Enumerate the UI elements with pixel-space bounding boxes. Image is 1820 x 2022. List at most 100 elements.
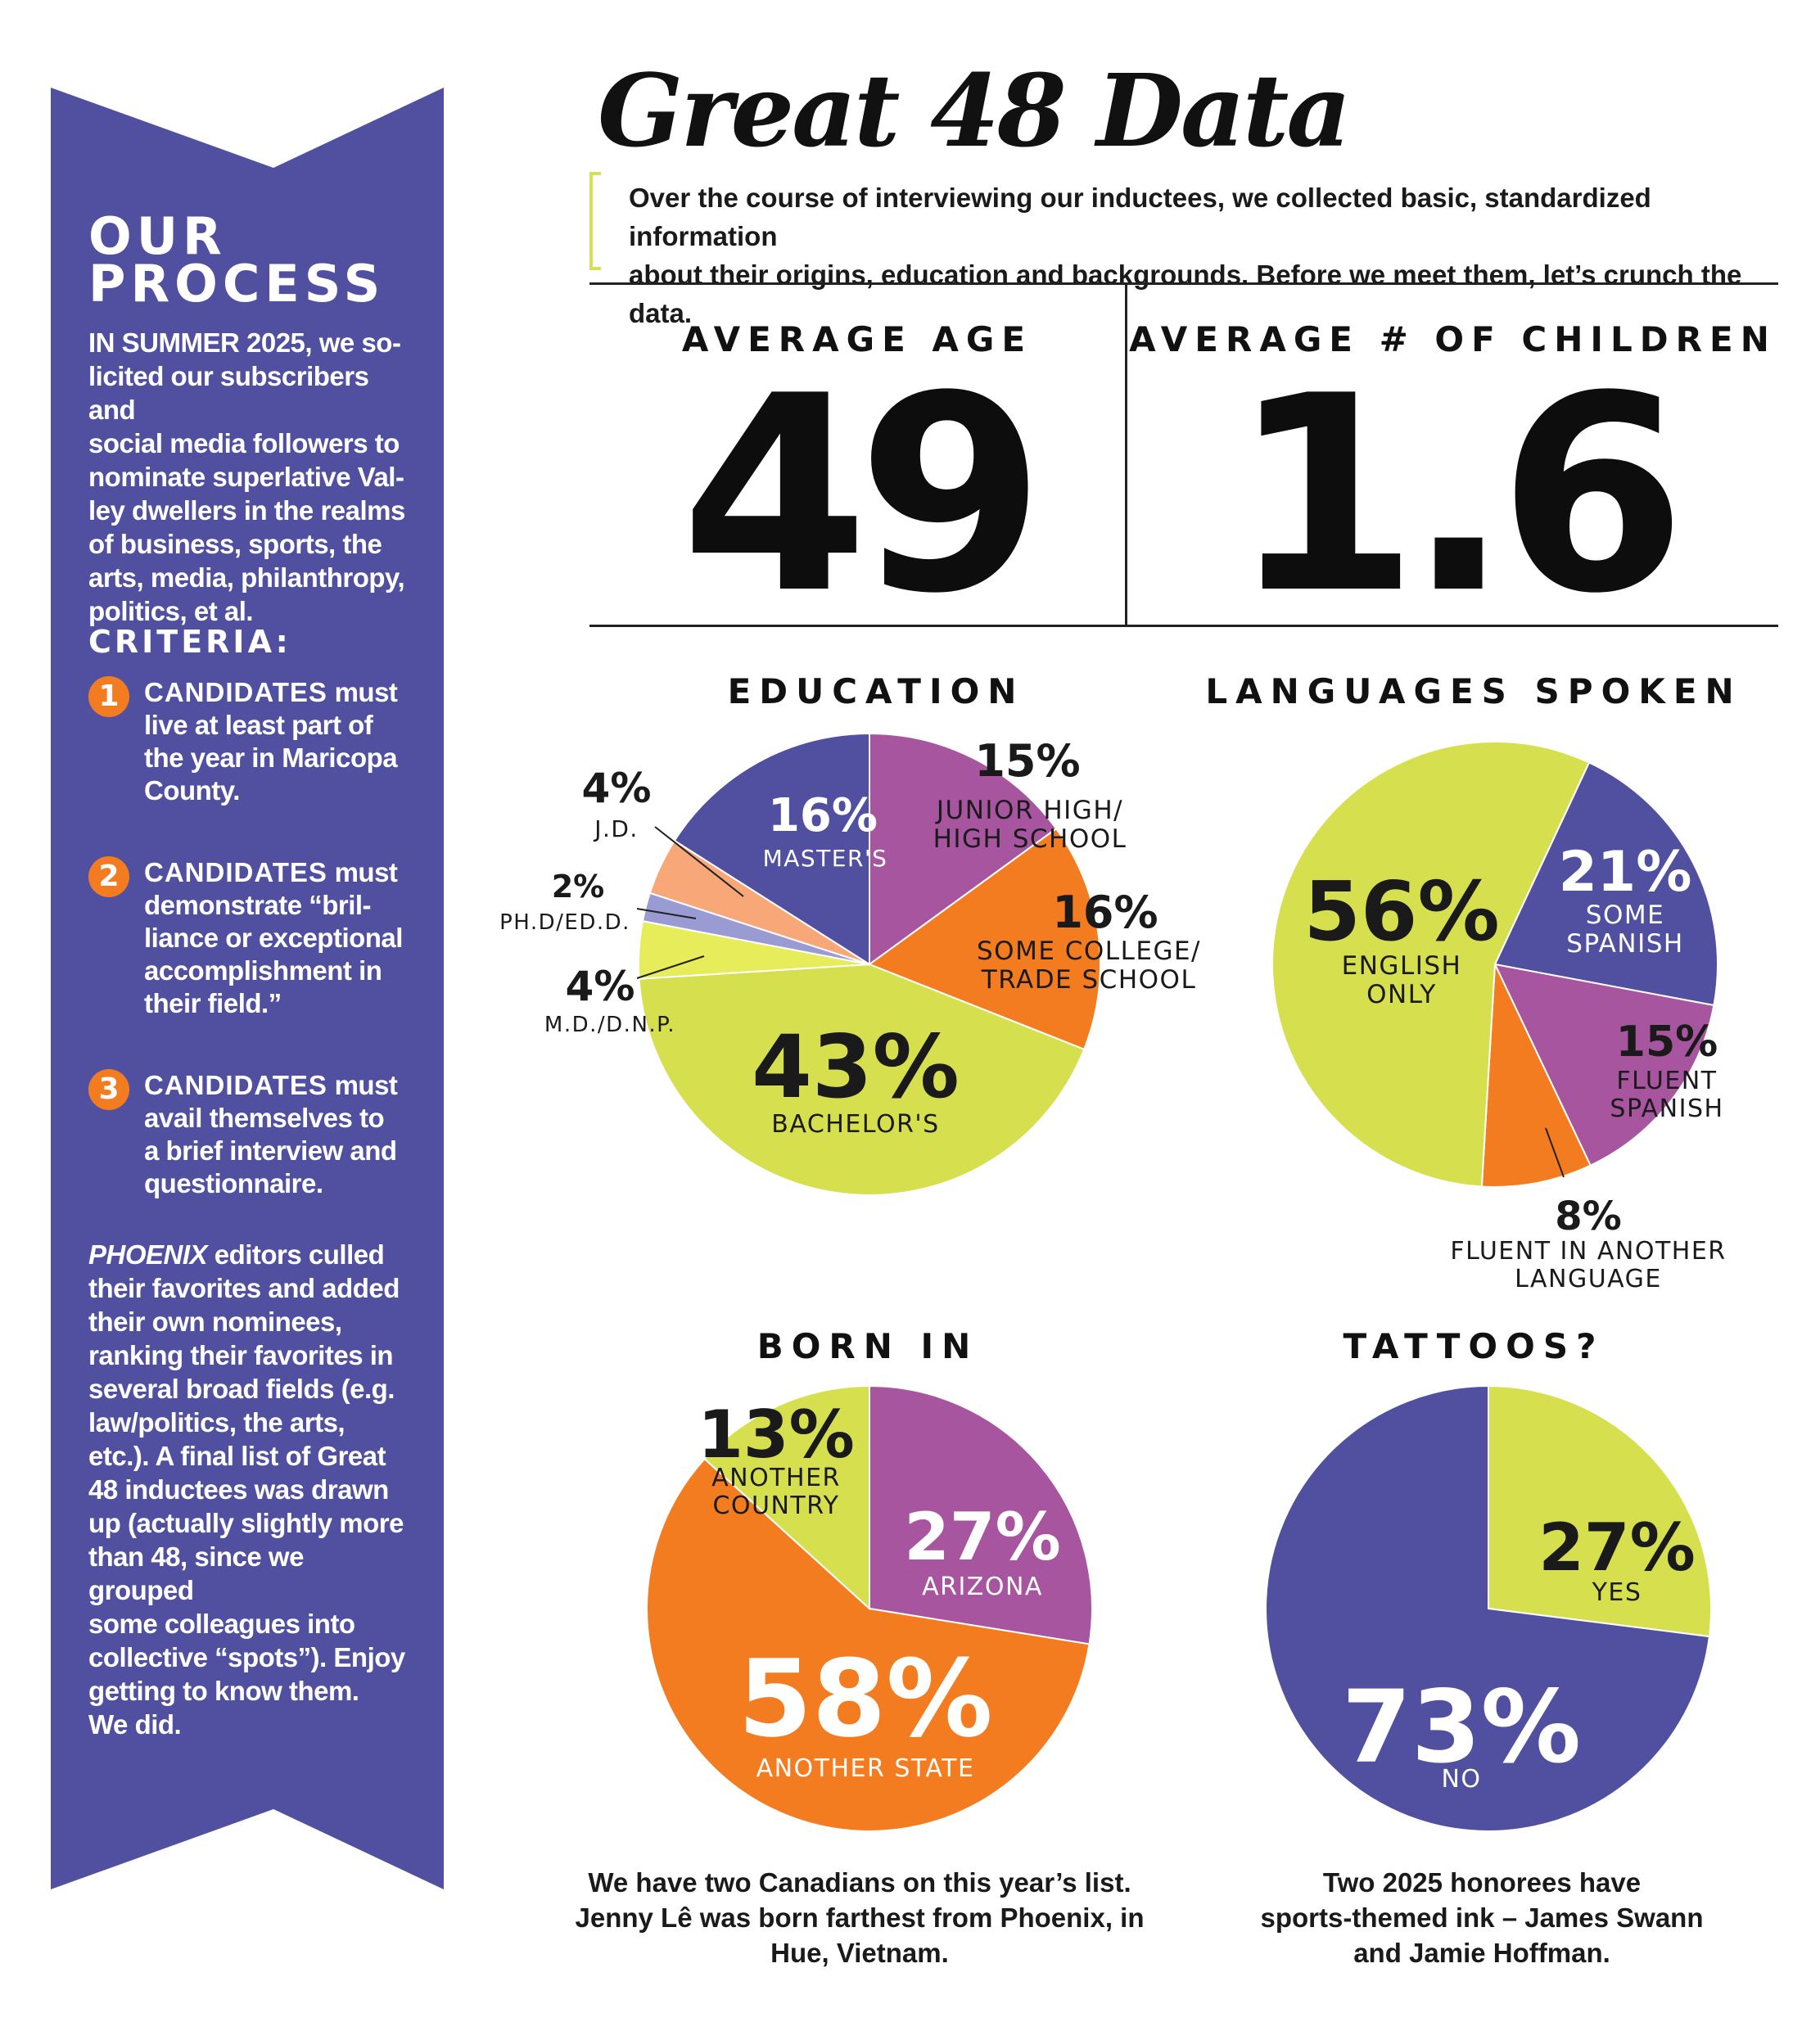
- caption-line: sports-themed ink – James Swann: [1260, 1902, 1704, 1933]
- slice-category-label: JUNIOR HIGH/: [935, 796, 1123, 825]
- closing-line: etc.). A final list of Great: [88, 1441, 386, 1471]
- slice-category-label: ANOTHER STATE: [756, 1754, 975, 1783]
- slice-category-label: ARIZONA: [922, 1573, 1043, 1601]
- education-slice: [673, 732, 870, 966]
- born-in-slice: [869, 1384, 1093, 1645]
- process-intro-line: licited our subscribers and: [88, 361, 369, 425]
- slice-category-label: SPANISH: [1566, 929, 1683, 959]
- slice-category-label: LANGUAGE: [1515, 1265, 1662, 1293]
- slice-percent-label: 2%: [552, 869, 605, 905]
- process-closing: PHOENIX editors culled their favorites a…: [88, 1238, 416, 1741]
- criterion-line: demonstrate “bril-: [144, 890, 372, 920]
- born-in-pie: 27%ARIZONA 58%ANOTHER STATE 13%ANOTHERCOUN…: [646, 1384, 1093, 1832]
- slice-percent-label: 27%: [904, 1499, 1060, 1575]
- criterion-line: County.: [144, 775, 240, 806]
- average-age-value: 49: [680, 338, 1045, 652]
- tattoos-slice: [1265, 1384, 1710, 1832]
- divider-stats: [1125, 282, 1127, 626]
- process-intro-line: nominate superlative Val-: [88, 462, 404, 492]
- slice-percent-label: 13%: [698, 1397, 854, 1473]
- slice-category-label: ONLY: [1366, 980, 1437, 1009]
- leader-line: [654, 826, 744, 897]
- criterion-line: must: [334, 1070, 398, 1100]
- slice-percent-label: 73%: [1342, 1669, 1581, 1785]
- slice-percent-label: 15%: [1616, 1018, 1718, 1067]
- born-in-chart-title: BORN IN: [756, 1326, 979, 1366]
- education-chart-title: EDUCATION: [727, 671, 1025, 711]
- closing-line: law/politics, the arts,: [88, 1407, 345, 1438]
- process-intro: IN SUMMER 2025, we so- licited our subsc…: [88, 326, 416, 628]
- closing-line: We did.: [88, 1709, 182, 1740]
- closing-line: several broad fields (e.g.: [88, 1374, 395, 1404]
- process-intro-line: ley dwellers in the realms: [88, 495, 405, 526]
- criterion-number-badge: 1: [88, 676, 129, 717]
- slice-category-label: ANOTHER: [711, 1464, 841, 1492]
- languages-slice: [1493, 963, 1715, 1167]
- process-heading: OUR PROCESS: [88, 206, 416, 309]
- education-slice: [869, 732, 1058, 966]
- slice-category-label: COUNTRY: [712, 1492, 839, 1520]
- closing-line: getting to know them.: [88, 1676, 359, 1706]
- caption-line: Two 2025 honorees have: [1322, 1867, 1642, 1898]
- criterion-line: a brief interview and: [144, 1135, 397, 1166]
- born-in-slice: [646, 1457, 1091, 1832]
- criterion-line: the year in Maricopa: [144, 742, 398, 773]
- process-intro-line: we so-: [318, 327, 401, 358]
- page-title: Great 48 Data: [598, 52, 1351, 169]
- criterion-text: CANDIDATES must live at least part of th…: [144, 676, 422, 807]
- caption-line: and Jamie Hoffman.: [1353, 1938, 1610, 1968]
- criterion-lead: CANDIDATES: [144, 677, 327, 707]
- criteria-heading: CRITERIA:: [88, 624, 291, 660]
- languages-chart-title: LANGUAGES SPOKEN: [1205, 671, 1742, 711]
- leader-line: [636, 908, 697, 919]
- closing-line: 48 inductees was drawn: [88, 1474, 389, 1505]
- ribbon-banner: [51, 88, 444, 1889]
- slice-percent-label: 16%: [1052, 887, 1158, 938]
- born-in-slice: [703, 1384, 870, 1611]
- education-slice: [638, 963, 1086, 1196]
- leader-line: [1545, 1127, 1565, 1178]
- criterion-line: liance or exceptional: [144, 923, 403, 953]
- criterion-line: their field.”: [144, 988, 282, 1018]
- closing-line: editors culled: [214, 1239, 385, 1270]
- tattoos-chart-title: TATTOOS?: [1343, 1326, 1605, 1366]
- criterion-lead: CANDIDATES: [144, 1070, 327, 1100]
- criterion-line: accomplishment in: [144, 955, 382, 986]
- criterion-number-badge: 3: [88, 1069, 129, 1110]
- closing-line: their own nominees,: [88, 1307, 342, 1337]
- process-intro-line: arts, media, philanthropy,: [88, 562, 405, 593]
- born-in-caption: We have two Canadians on this year’s lis…: [573, 1865, 1146, 1970]
- slice-category-label: MASTER'S: [763, 845, 888, 872]
- education-slice: [867, 827, 1101, 1051]
- average-children-label: AVERAGE # OF CHILDREN: [1129, 319, 1777, 359]
- ribbon-shape: [51, 88, 444, 1889]
- slice-category-label: HIGH SCHOOL: [933, 824, 1127, 854]
- closing-line: some colleagues into: [88, 1609, 355, 1639]
- intro-line: Over the course of interviewing our indu…: [629, 183, 1651, 251]
- caption-line: Hue, Vietnam.: [770, 1938, 949, 1968]
- slice-category-label: NO: [1441, 1765, 1481, 1794]
- leader-line: [636, 955, 705, 979]
- criterion-line: must: [334, 857, 398, 887]
- process-heading-line1: OUR: [88, 206, 227, 266]
- slice-percent-label: 15%: [974, 735, 1080, 787]
- slice-percent-label: 8%: [1555, 1194, 1622, 1239]
- closing-line: ranking their favorites in: [88, 1340, 394, 1370]
- slice-percent-label: 4%: [582, 765, 652, 812]
- closing-line: up (actually slightly more: [88, 1508, 404, 1538]
- tattoos-caption: Two 2025 honorees have sports-themed ink…: [1228, 1865, 1736, 1970]
- intro-bracket: [589, 172, 601, 270]
- slice-percent-label: 58%: [738, 1636, 992, 1761]
- slice-category-label: SOME: [1586, 900, 1664, 930]
- criterion-line: avail themselves to: [144, 1103, 385, 1133]
- criterion-lead: CANDIDATES: [144, 857, 327, 887]
- slice-category-label: M.D./D.N.P.: [544, 1013, 675, 1037]
- slice-percent-label: 27%: [1538, 1510, 1695, 1586]
- slice-category-label: ENGLISH: [1342, 951, 1462, 981]
- slice-percent-label: 4%: [566, 963, 635, 1010]
- closing-line: collective “spots”). Enjoy: [88, 1642, 405, 1672]
- magazine-name: PHOENIX: [88, 1239, 208, 1270]
- closing-line: their favorites and added: [88, 1273, 400, 1303]
